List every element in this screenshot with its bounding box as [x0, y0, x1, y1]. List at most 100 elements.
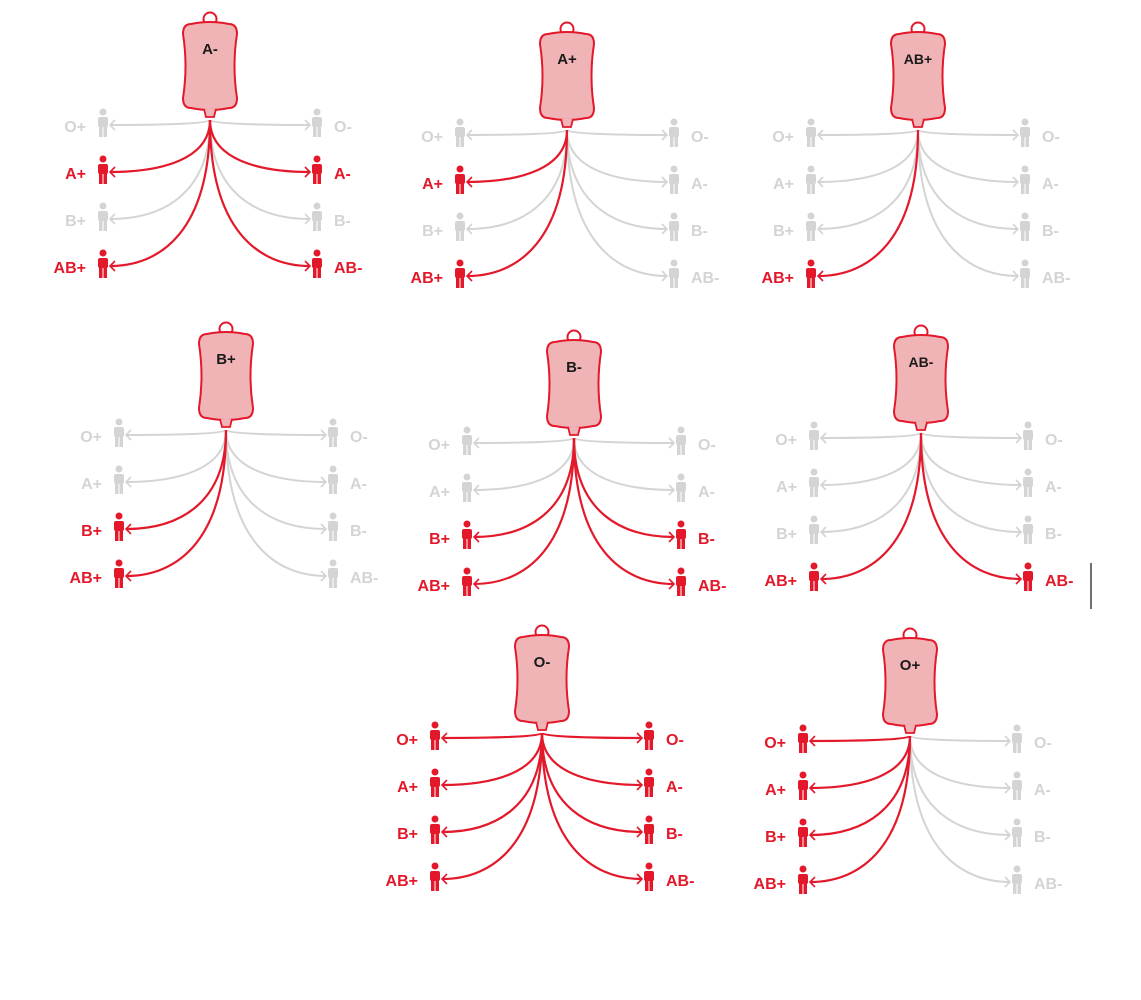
arrowhead — [465, 129, 473, 141]
person-icon — [455, 259, 465, 288]
recipient-label-right: B- — [691, 223, 708, 240]
recipient-label-right: B- — [666, 826, 683, 843]
transfusion-arrow-B--to-B+ — [473, 437, 576, 539]
person-icon — [462, 520, 472, 549]
transfusion-arrow-O--to-AB- — [540, 732, 643, 881]
transfusion-arrow-B--to-O- — [573, 437, 675, 444]
transfusion-arrow-B--to-AB+ — [473, 437, 576, 586]
transfusion-arrow-A+-to-A+ — [466, 129, 569, 184]
transfusion-arrow-B+-to-B+ — [125, 429, 228, 531]
transfusion-arrow-A--to-A- — [208, 119, 311, 174]
arrowhead — [661, 176, 669, 188]
person-icon — [806, 259, 816, 288]
bag-port-icon — [911, 118, 925, 128]
arrowhead — [465, 176, 473, 188]
recipient-label-left: B+ — [81, 523, 102, 540]
person-icon — [462, 473, 472, 502]
person-icon — [809, 515, 819, 544]
recipient-label-left: B+ — [773, 223, 794, 240]
transfusion-arrow-O--to-B- — [540, 732, 643, 834]
recipient-label-left: B+ — [422, 223, 443, 240]
arrowhead — [465, 270, 473, 282]
arrowhead — [1012, 270, 1020, 282]
recipient-label-right: B- — [350, 523, 367, 540]
donor-diagram-B+: B+ O+ A+ B+ AB+ O- A- B- AB- — [70, 321, 378, 588]
person-icon — [462, 567, 472, 596]
transfusion-arrow-B+-to-A- — [225, 429, 327, 483]
recipient-label-right: O- — [1042, 129, 1060, 146]
blood-bag-icon — [181, 21, 239, 111]
recipient-label-right: AB- — [691, 270, 719, 287]
arrowhead — [636, 732, 644, 744]
recipient-label-right: O- — [334, 119, 352, 136]
person-icon — [669, 212, 679, 241]
person-icon — [1023, 421, 1033, 450]
person-icon — [1023, 562, 1033, 591]
recipient-label-right: O- — [666, 732, 684, 749]
recipient-label-right: AB- — [334, 260, 362, 277]
arrowhead — [320, 429, 328, 441]
person-icon — [676, 567, 686, 596]
recipient-label-left: B+ — [65, 213, 86, 230]
bag-port-icon — [535, 721, 549, 731]
transfusion-arrow-B+-to-B- — [225, 429, 327, 530]
arrowhead — [304, 119, 312, 131]
transfusion-arrow-O--to-O- — [540, 731, 643, 740]
recipient-label-left: O+ — [772, 129, 794, 146]
person-icon — [644, 768, 654, 797]
arrowhead — [808, 735, 816, 747]
arrowhead — [668, 484, 676, 496]
person-icon — [809, 421, 819, 450]
person-icon — [806, 118, 816, 147]
blood-bag-icon — [538, 31, 596, 121]
blood-bag-icon — [545, 339, 603, 429]
person-icon — [312, 108, 322, 137]
transfusion-arrow-O--to-A+ — [441, 732, 544, 787]
arrowhead — [124, 476, 132, 488]
transfusion-arrow-O+-to-O- — [909, 735, 1011, 742]
arrowhead — [661, 129, 669, 141]
bag-label: A+ — [557, 51, 577, 68]
arrowhead — [1004, 876, 1012, 888]
recipient-label-left: A+ — [773, 176, 794, 193]
arrowhead — [636, 779, 644, 791]
transfusion-arrow-AB+-to-B- — [917, 129, 1019, 230]
transfusion-arrow-O--to-O+ — [441, 731, 544, 740]
person-icon — [328, 418, 338, 447]
person-icon — [644, 721, 654, 750]
transfusion-arrow-A--to-O- — [209, 119, 311, 126]
transfusion-arrow-AB+-to-O+ — [817, 129, 919, 136]
donor-diagram-O-: O- O+ A+ B+ AB+ O- A- B- AB- — [386, 624, 694, 891]
recipient-label-left: AB+ — [411, 270, 443, 287]
transfusion-arrow-O--to-A- — [540, 732, 643, 787]
recipient-label-right: AB- — [1034, 876, 1062, 893]
transfusion-arrow-AB+-to-A- — [917, 129, 1019, 183]
arrowhead — [816, 129, 824, 141]
arrowhead — [808, 876, 816, 888]
arrowhead — [808, 782, 816, 794]
transfusion-arrow-B+-to-A+ — [125, 429, 227, 483]
transfusion-arrow-AB+-to-A+ — [817, 129, 919, 183]
arrowhead — [440, 873, 448, 885]
recipient-label-left: O+ — [764, 735, 786, 752]
person-icon — [430, 768, 440, 797]
bag-port-icon — [914, 421, 928, 431]
recipient-label-right: AB- — [666, 873, 694, 890]
recipient-label-left: B+ — [397, 826, 418, 843]
transfusion-arrow-A+-to-A- — [566, 129, 668, 183]
bag-port-icon — [203, 108, 217, 118]
recipient-label-right: A- — [1034, 782, 1051, 799]
person-icon — [1020, 118, 1030, 147]
person-icon — [676, 520, 686, 549]
bag-port-icon — [560, 118, 574, 128]
recipient-label-left: AB+ — [54, 260, 86, 277]
bag-port-icon — [219, 418, 233, 428]
person-icon — [798, 771, 808, 800]
recipient-label-right: O- — [698, 437, 716, 454]
transfusion-arrow-AB--to-A+ — [820, 432, 922, 486]
blood-bag-icon — [513, 634, 571, 724]
person-icon — [669, 165, 679, 194]
arrowhead — [1012, 176, 1020, 188]
arrowhead — [108, 119, 116, 131]
arrowhead — [636, 826, 644, 838]
